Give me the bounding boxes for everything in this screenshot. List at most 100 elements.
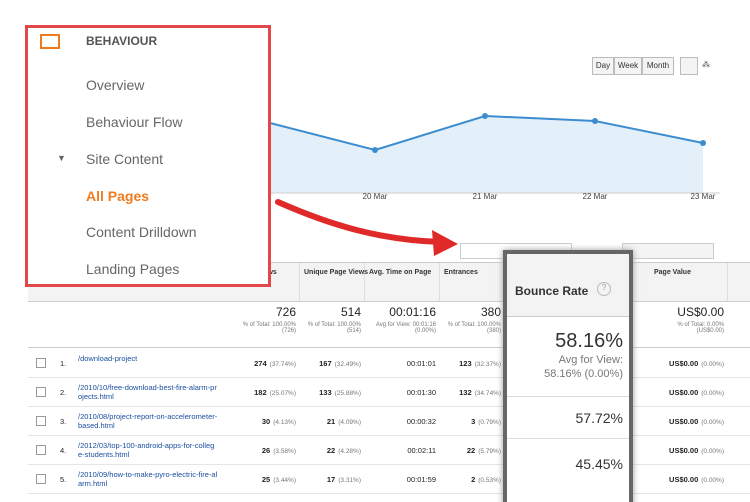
row-line — [28, 435, 750, 436]
cell-value: 2 — [471, 475, 476, 484]
week-button[interactable]: Week — [614, 57, 642, 75]
cell-value: 26 — [261, 446, 271, 455]
row-checkbox — [36, 387, 46, 397]
cell-value: 17 — [326, 475, 336, 484]
column-header: Page Value — [650, 263, 728, 301]
cell-value: 00:01:30 — [406, 388, 436, 397]
cell-time: 00:01:59 — [407, 475, 436, 484]
nav-item-active[interactable]: All Pages — [86, 188, 150, 204]
cell-pct: (3.58%) — [273, 448, 296, 455]
cell-value: US$0.00 (0.00%) — [669, 475, 724, 484]
cell-value: 123 — [459, 359, 472, 368]
bounce-header: Bounce Rate — [515, 284, 589, 298]
cell-unique: 133 (25.88%) — [319, 388, 361, 397]
cell-value: 25 — [261, 475, 271, 484]
cell-pageviews: 182 (25.07%) — [254, 388, 296, 397]
cell-value: US$0.00 — [669, 475, 699, 484]
behaviour-icon — [40, 34, 60, 49]
total-main: 00:01:16 — [389, 305, 436, 319]
cell-unique: 167 (32.49%) — [319, 359, 361, 368]
cell-pct: (0.00%) — [701, 419, 724, 426]
cell-value: 167 — [319, 359, 332, 368]
cell-value: US$0.00 — [669, 446, 699, 455]
sidebar-title: BEHAVIOUR — [86, 34, 158, 48]
line-chart-button[interactable] — [680, 57, 698, 75]
cell-value: US$0.00 — [669, 359, 699, 368]
cell-time: 00:00:32 — [407, 417, 436, 426]
cell-entrances: 123 (32.37%) — [459, 359, 501, 368]
cell-entrances: 22 (5.79%) — [467, 446, 501, 455]
x-label: 22 Mar — [582, 192, 608, 201]
cell-pct: (5.79%) — [478, 448, 501, 455]
cell-pct: (32.49%) — [334, 361, 361, 368]
cell-pct: (4.09%) — [338, 419, 361, 426]
cell-unique: 22 (4.28%) — [327, 446, 361, 455]
bounce-row: 57.72% — [575, 410, 623, 426]
sidebar: BEHAVIOUR — [25, 25, 271, 287]
total-sub: % of Total: 100.00% (514) — [307, 322, 361, 334]
page-link[interactable]: /2010/08/project-report-on-accelerometer… — [78, 412, 218, 430]
row-line — [28, 377, 750, 378]
page-link[interactable]: /2010/09/how-to-make-pyro-electric-fire-… — [78, 470, 218, 488]
row-checkbox — [36, 445, 46, 455]
cell-time: 00:01:01 — [407, 359, 436, 368]
cell-value: 132 — [459, 388, 472, 397]
cell-pct: (37.74%) — [269, 361, 296, 368]
month-button[interactable]: Month — [642, 57, 674, 75]
cell-value: 00:02:11 — [407, 446, 436, 455]
cell-value: 21 — [326, 417, 336, 426]
cell-pct: (0.00%) — [701, 448, 724, 455]
total-main: 514 — [340, 305, 361, 319]
bounce-rate-zoom: Bounce Rate ? 58.16% Avg for View: 58.16… — [503, 250, 633, 502]
cell-value: US$0.00 — [669, 388, 699, 397]
cell-pageviews: 30 (4.13%) — [262, 417, 296, 426]
row-index: 4. — [60, 446, 67, 455]
cell-pct: (0.00%) — [701, 361, 724, 368]
cell-pct: (3.31%) — [338, 477, 361, 484]
nav-item[interactable]: Overview — [86, 77, 145, 93]
cell-pct: (0.79%) — [478, 419, 501, 426]
row-checkbox — [36, 358, 46, 368]
cell-value: US$0.00 — [669, 417, 699, 426]
row-line — [28, 406, 750, 407]
cell-pct: (0.00%) — [701, 390, 724, 397]
cell-entrances: 3 (0.79%) — [471, 417, 501, 426]
day-button[interactable]: Day — [592, 57, 614, 75]
cell-value: 22 — [326, 446, 336, 455]
nav-item[interactable]: Content Drilldown — [86, 224, 197, 240]
cell-pct: (0.53%) — [478, 477, 501, 484]
cell-value: 274 — [254, 359, 267, 368]
x-label: 21 Mar — [472, 192, 498, 201]
help-icon[interactable]: ? — [597, 282, 611, 296]
cell-time: 00:01:30 — [407, 388, 436, 397]
row-index: 2. — [60, 388, 67, 397]
x-label: 20 Mar — [362, 192, 388, 201]
row-checkbox — [36, 474, 46, 484]
cell-pageviews: 274 (37.74%) — [254, 359, 296, 368]
total-main: 726 — [275, 305, 296, 319]
cell-value: US$0.00 (0.00%) — [669, 417, 724, 426]
cell-value: 22 — [466, 446, 476, 455]
total-sub: % of Total: 100.00% (380) — [447, 322, 501, 334]
column-header: Unique Page Views — [300, 263, 368, 301]
expand-caret: ▼ — [57, 153, 66, 163]
totals-divider — [28, 347, 750, 348]
cell-unique: 21 (4.09%) — [327, 417, 361, 426]
total-sub: % of Total: 0.00% (US$0.00) — [677, 322, 724, 334]
chart-points — [372, 113, 706, 153]
page-link[interactable]: /download-project — [78, 354, 138, 363]
scatter-button[interactable]: ⁂ — [702, 60, 710, 69]
x-label: 23 Mar — [690, 192, 716, 201]
cell-value: 00:01:59 — [406, 475, 436, 484]
nav-item[interactable]: Site Content — [86, 151, 164, 167]
cell-pct: (0.00%) — [701, 477, 724, 484]
cell-pct: (4.13%) — [273, 419, 296, 426]
page-link[interactable]: /2012/03/top-100-android-apps-for-colleg… — [78, 441, 215, 459]
bounce-row: 45.45% — [575, 456, 623, 472]
page-link[interactable]: /2010/10/free-download-best-fire-alarm-p… — [78, 383, 217, 401]
nav-item[interactable]: Behaviour Flow — [86, 114, 183, 130]
cell-pct: (4.28%) — [338, 448, 361, 455]
nav-item[interactable]: Landing Pages — [86, 261, 180, 277]
